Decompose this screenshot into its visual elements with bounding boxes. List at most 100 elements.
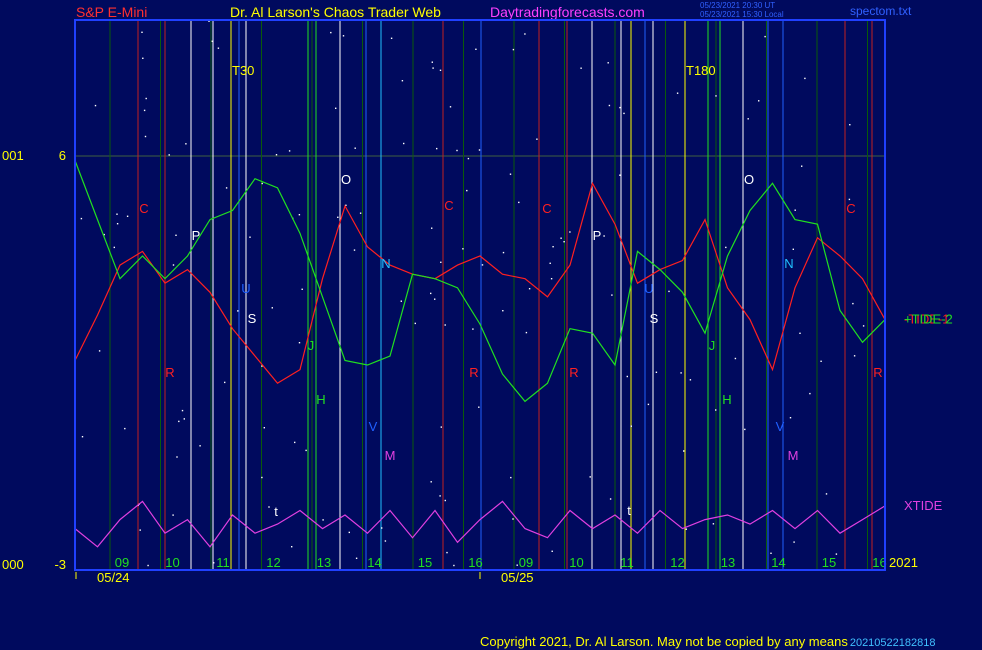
star-dot xyxy=(793,541,795,543)
star-dot xyxy=(626,375,628,378)
x-date-label: 05/25 xyxy=(501,570,534,585)
star-dot xyxy=(400,300,402,302)
star-dot xyxy=(512,518,514,520)
star-dot xyxy=(440,261,442,263)
star-dot xyxy=(403,142,405,145)
star-dot xyxy=(337,216,339,218)
star-dot xyxy=(608,104,611,107)
star-dot xyxy=(432,67,434,69)
x-hour-label: 09 xyxy=(519,555,533,570)
copyright-text: Copyright 2021, Dr. Al Larson. May not b… xyxy=(480,634,848,649)
star-dot xyxy=(589,476,591,478)
star-dot xyxy=(744,428,746,431)
star-dot xyxy=(804,77,806,80)
symbol-label: S&P E-Mini xyxy=(76,4,148,20)
star-dot xyxy=(237,310,239,312)
star-dot xyxy=(770,552,772,554)
star-dot xyxy=(549,262,551,264)
star-dot xyxy=(301,288,303,290)
star-dot xyxy=(355,557,358,559)
star-dot xyxy=(518,201,520,204)
star-dot xyxy=(271,307,273,309)
star-dot xyxy=(103,233,105,236)
star-dot xyxy=(268,506,270,508)
star-dot xyxy=(444,499,446,502)
star-dot xyxy=(430,292,432,295)
cycle-letter: R xyxy=(569,365,578,380)
x-hour-label: 10 xyxy=(569,555,583,570)
star-dot xyxy=(607,62,609,64)
star-dot xyxy=(456,149,458,152)
star-dot xyxy=(758,100,760,102)
cycle-letter: O xyxy=(744,172,754,187)
star-dot xyxy=(853,355,856,357)
x-hour-label: 16 xyxy=(872,555,886,570)
star-dot xyxy=(683,450,685,452)
star-dot xyxy=(183,418,185,420)
star-dot xyxy=(176,456,178,458)
star-dot xyxy=(528,288,531,290)
star-dot xyxy=(525,331,528,334)
star-dot xyxy=(353,249,356,251)
star-dot xyxy=(414,322,416,325)
star-dot xyxy=(475,48,477,50)
series-line xyxy=(74,160,886,403)
star-dot xyxy=(322,519,324,521)
star-dot xyxy=(431,61,433,63)
footer-code: 20210522182818 xyxy=(849,637,936,649)
star-dot xyxy=(335,107,337,109)
star-dot xyxy=(124,427,126,430)
star-dot xyxy=(619,174,621,176)
star-dot xyxy=(789,417,792,419)
cycle-letter: P xyxy=(593,228,602,243)
star-dot xyxy=(401,80,404,82)
x-hour-label: 11 xyxy=(620,555,634,570)
x-hour-label: 12 xyxy=(266,555,280,570)
star-dot xyxy=(820,360,822,362)
star-dot xyxy=(551,550,553,552)
star-dot xyxy=(142,57,144,59)
x-hour-label: 14 xyxy=(771,555,785,570)
star-dot xyxy=(354,147,356,149)
star-dot xyxy=(715,95,717,97)
star-dot xyxy=(116,213,118,215)
star-dot xyxy=(552,246,554,248)
star-dot xyxy=(384,540,387,542)
y-tick-outer: 000 xyxy=(2,557,24,572)
star-dot xyxy=(143,109,146,112)
star-dot xyxy=(225,187,228,189)
y-tick-label: 6 xyxy=(59,148,66,163)
star-dot xyxy=(348,531,350,534)
x-hour-label: 15 xyxy=(418,555,432,570)
star-dot xyxy=(261,182,263,185)
x-hour-label: 13 xyxy=(317,555,331,570)
star-dot xyxy=(217,47,220,49)
star-dot xyxy=(453,564,455,567)
cycle-letter: H xyxy=(316,392,325,407)
star-dot xyxy=(734,357,737,360)
star-dot xyxy=(172,264,175,266)
cycle-letter: S xyxy=(248,311,257,326)
star-dot xyxy=(609,498,612,500)
website-link[interactable]: Daytradingforecasts.com xyxy=(490,4,645,20)
series-name-label: +TIDE-2 xyxy=(904,312,953,327)
star-dot xyxy=(794,209,796,211)
star-dot xyxy=(509,173,512,175)
star-dot xyxy=(689,379,692,381)
star-dot xyxy=(98,350,101,352)
cycle-letter: U xyxy=(644,281,653,296)
star-dot xyxy=(342,35,345,37)
star-dot xyxy=(466,189,468,192)
star-dot xyxy=(809,392,811,395)
star-dot xyxy=(359,212,362,214)
star-dot xyxy=(478,406,480,408)
cycle-letter: t xyxy=(627,503,631,518)
cycle-letter: J xyxy=(308,338,315,353)
star-dot xyxy=(199,445,201,447)
cycle-letter: H xyxy=(722,392,731,407)
cycle-letter: N xyxy=(784,256,793,271)
star-dot xyxy=(80,217,83,220)
x-hour-label: 10 xyxy=(165,555,179,570)
star-dot xyxy=(611,294,613,296)
